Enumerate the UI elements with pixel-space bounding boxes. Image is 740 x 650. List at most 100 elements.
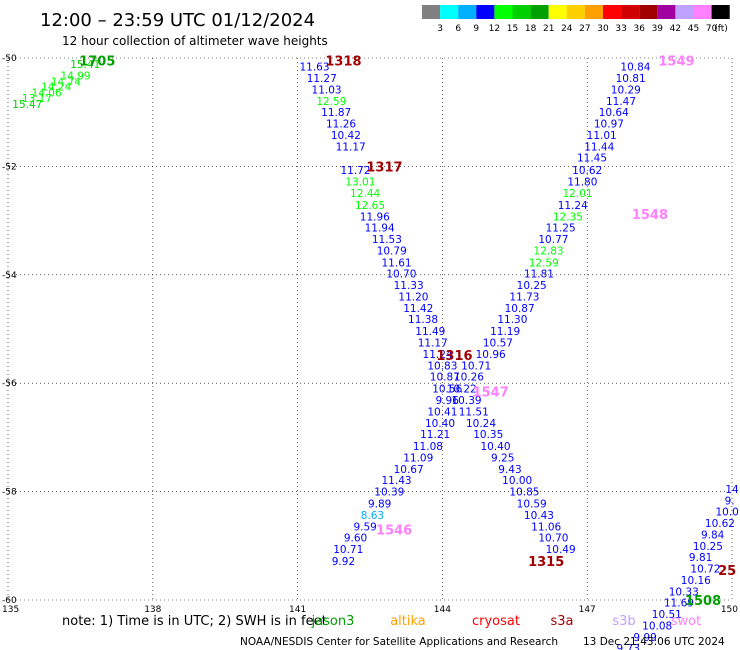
wave-height-value: 10.51 <box>652 609 682 621</box>
wave-height-value: 11.73 <box>509 291 539 303</box>
wave-height-value: 10.26 <box>454 372 484 384</box>
wave-height-value: 9.92 <box>332 556 355 568</box>
wave-height-value: 12.59 <box>529 257 559 269</box>
wave-height-value: 13.01 <box>345 177 375 189</box>
wave-height-value: 12.35 <box>553 211 583 223</box>
wave-height-value: 11.72 <box>340 165 370 177</box>
wave-height-value: 14.74 <box>51 76 81 88</box>
wave-height-value: 11.21 <box>420 429 450 441</box>
wave-height-value: 11.17 <box>336 141 366 153</box>
wave-height-value: 10.35 <box>473 429 503 441</box>
wave-height-value: 11.26 <box>326 119 356 131</box>
wave-height-value: 10.43 <box>524 510 554 522</box>
wave-height-value: 9.99 <box>633 632 656 644</box>
wave-height-value: 10.25 <box>517 280 547 292</box>
wave-height-value: 10.71 <box>461 360 491 372</box>
wave-height-value: 10.72 <box>690 564 720 576</box>
wave-height-value: 10.56 <box>432 384 462 396</box>
wave-height-value: 10.29 <box>611 84 641 96</box>
color-swatch <box>440 5 459 19</box>
x-tick-label: 138 <box>144 605 161 615</box>
pass-number-label: 1705 <box>79 55 115 70</box>
x-axis-ticks: 135 138 141 144 147 150 <box>2 605 738 615</box>
pass-number-label: 1318 <box>325 55 361 70</box>
wave-height-value: 10.22 <box>447 384 477 396</box>
wave-height-value: 11.47 <box>606 96 636 108</box>
wave-height-value: 11.45 <box>577 153 607 165</box>
color-scale-label: 30 <box>597 24 609 34</box>
chart-title: 12:00 – 23:59 UTC 01/12/2024 <box>40 10 315 31</box>
wave-height-value: 10.62 <box>705 518 735 530</box>
wave-height-value: 11.44 <box>584 141 614 153</box>
wave-height-value: 10.96 <box>476 349 506 361</box>
wave-height-value: 9.60 <box>344 533 367 545</box>
wave-height-value: 10.40 <box>425 418 455 430</box>
wave-height-value: 10.83 <box>427 360 457 372</box>
wave-height-value: 14.06 <box>32 88 62 100</box>
wave-height-value: 10.57 <box>483 338 513 350</box>
color-scale-label: 12 <box>489 24 500 34</box>
pass-number-label: 1317 <box>366 160 402 175</box>
wave-height-value: 9.43 <box>498 464 521 476</box>
wave-height-value: 12.65 <box>355 200 385 212</box>
color-scale-label: 70 <box>706 24 718 34</box>
pass-number-label: 1316 <box>436 349 472 364</box>
wave-height-value: 11.19 <box>490 326 520 338</box>
x-tick-label: 141 <box>289 605 306 615</box>
color-scale-legend: 3 6 9 12 15 18 21 24 27 30 33 36 39 42 45 70(ft) <box>422 5 730 34</box>
color-swatch <box>693 5 712 19</box>
x-tick-label: 150 <box>721 605 738 615</box>
wave-height-value: 11.96 <box>360 211 390 223</box>
color-swatch <box>621 5 640 19</box>
color-swatch <box>603 5 622 19</box>
y-tick-label: -60 <box>2 596 17 606</box>
wave-height-value: 11.42 <box>403 303 433 315</box>
wave-height-value: 10.87 <box>430 372 460 384</box>
pass-number-label: 1315 <box>528 555 564 570</box>
x-tick-label: 144 <box>434 605 451 615</box>
wave-height-value: 11.27 <box>307 73 337 85</box>
wave-height-value: 10.08 <box>642 620 672 632</box>
wave-height-value: 11.94 <box>365 223 395 235</box>
color-scale-label: 33 <box>615 24 626 34</box>
wave-height-value: 9.96 <box>436 395 460 407</box>
wave-height-value: 11.33 <box>394 280 424 292</box>
color-scale-label: 39 <box>652 24 664 34</box>
satellite-legend: jason3 altika cryosat s3a s3b swot <box>311 614 702 629</box>
color-swatch <box>584 5 603 19</box>
wave-height-value: 9.59 <box>353 521 376 533</box>
color-swatch <box>422 5 441 19</box>
wave-height-value: 10.41 <box>427 406 457 418</box>
satellite-name: jason3 <box>311 614 355 629</box>
footer-credit: NOAA/NESDIS Center for Satellite Applica… <box>240 636 558 648</box>
wave-height-value: 11.80 <box>567 177 597 189</box>
color-scale-label: 6 <box>455 24 461 34</box>
satellite-name: s3b <box>612 614 635 629</box>
plot-grid <box>7 57 733 601</box>
wave-height-value: 10.25 <box>693 541 723 553</box>
wave-height-value: 12.01 <box>563 188 593 200</box>
y-tick-label: -58 <box>2 488 17 498</box>
wave-height-value: 9. <box>725 495 735 507</box>
pass-number-label: 1546 <box>376 524 412 539</box>
wave-height-value: 11.49 <box>415 326 445 338</box>
x-tick-label: 147 <box>579 605 596 615</box>
color-scale-label: 36 <box>633 24 645 34</box>
color-swatch <box>530 5 549 19</box>
wave-height-value: 11.61 <box>382 257 412 269</box>
wave-height-value: 10.24 <box>466 418 496 430</box>
pass-labels: 1705 1318 1317 1316 1315 1549 1548 1547 1546 1508… <box>79 55 736 609</box>
wave-height-value: 11.63 <box>299 62 329 74</box>
wave-height-value: 11.43 <box>382 475 412 487</box>
wave-height-value: 9.25 <box>491 452 514 464</box>
color-swatch <box>711 5 730 19</box>
wave-height-value: 11.17 <box>418 338 448 350</box>
y-tick-label: -56 <box>2 379 17 389</box>
y-tick-label: -50 <box>2 54 17 64</box>
color-swatch <box>548 5 567 19</box>
wave-height-value: 12.83 <box>534 245 564 257</box>
wave-height-value: 10.87 <box>505 303 535 315</box>
wave-height-value: 11.53 <box>372 234 402 246</box>
color-scale-label: 42 <box>670 24 681 34</box>
